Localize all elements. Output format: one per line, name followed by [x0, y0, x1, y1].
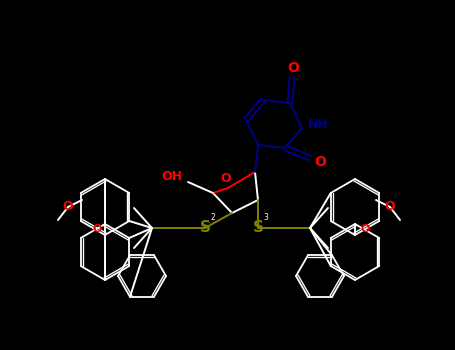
Text: S: S [253, 220, 263, 236]
Text: 2: 2 [211, 214, 215, 223]
Text: O: O [92, 224, 101, 234]
Text: O: O [287, 61, 299, 75]
Text: O: O [314, 155, 326, 169]
Text: NH: NH [308, 118, 329, 131]
Text: 3: 3 [263, 214, 268, 223]
Text: S: S [199, 220, 211, 236]
Text: OH: OH [162, 169, 182, 182]
Text: O: O [221, 172, 231, 184]
Text: O: O [63, 201, 73, 214]
Text: O: O [384, 201, 395, 214]
Text: O: O [360, 224, 369, 234]
